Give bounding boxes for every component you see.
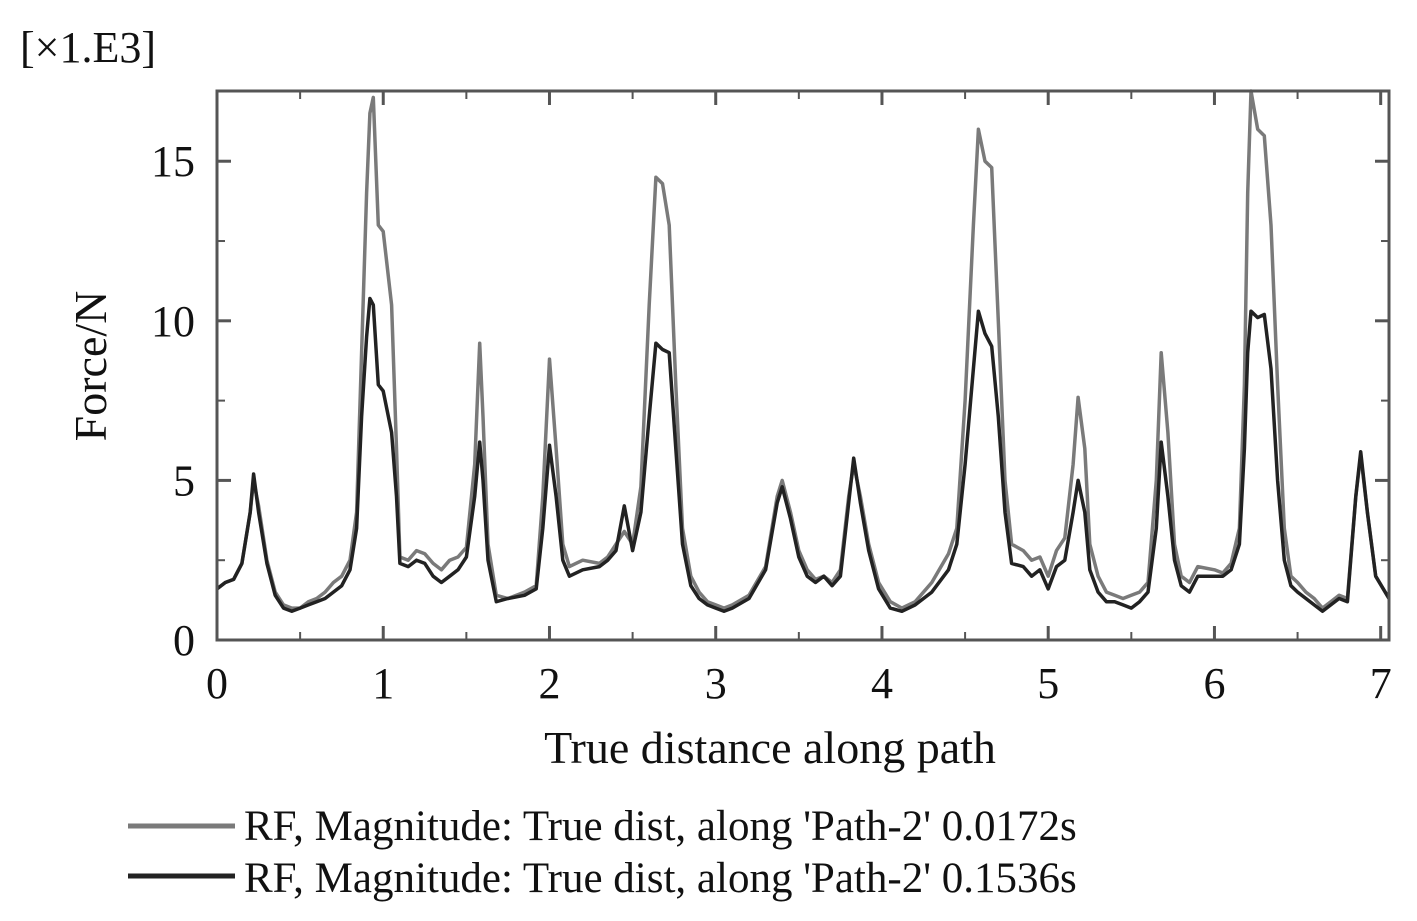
y-axis-title: Force/N <box>65 291 116 442</box>
series-line-2 <box>215 296 1391 614</box>
x-axis-title: True distance along path <box>544 722 996 773</box>
x-tick-label: 1 <box>372 659 394 708</box>
legend-label-series-1: RF, Magnitude: True dist, along 'Path-2'… <box>244 803 1077 850</box>
legend: RF, Magnitude: True dist, along 'Path-2'… <box>128 803 1077 902</box>
y-tick-label: 5 <box>173 456 195 505</box>
y-tick-label: 0 <box>173 616 195 665</box>
y-axis-ticks: 0 5 10 15 <box>151 137 1389 665</box>
plot-frame <box>215 89 1391 642</box>
x-tick-label: 2 <box>538 659 560 708</box>
x-tick-label: 3 <box>705 659 727 708</box>
y-multiplier-label: [×1.E3] <box>20 23 156 72</box>
legend-label-series-2: RF, Magnitude: True dist, along 'Path-2'… <box>244 855 1077 902</box>
y-tick-label: 10 <box>151 297 195 346</box>
series-line-1 <box>215 89 1391 610</box>
x-tick-label: 5 <box>1037 659 1059 708</box>
x-axis-ticks: 0 1 2 3 4 5 6 7 <box>206 91 1392 708</box>
x-tick-label: 6 <box>1203 659 1225 708</box>
x-tick-label: 4 <box>871 659 893 708</box>
series-layer <box>215 89 1391 614</box>
x-tick-label: 0 <box>206 659 228 708</box>
y-tick-label: 15 <box>151 137 195 186</box>
x-tick-label: 7 <box>1370 659 1392 708</box>
